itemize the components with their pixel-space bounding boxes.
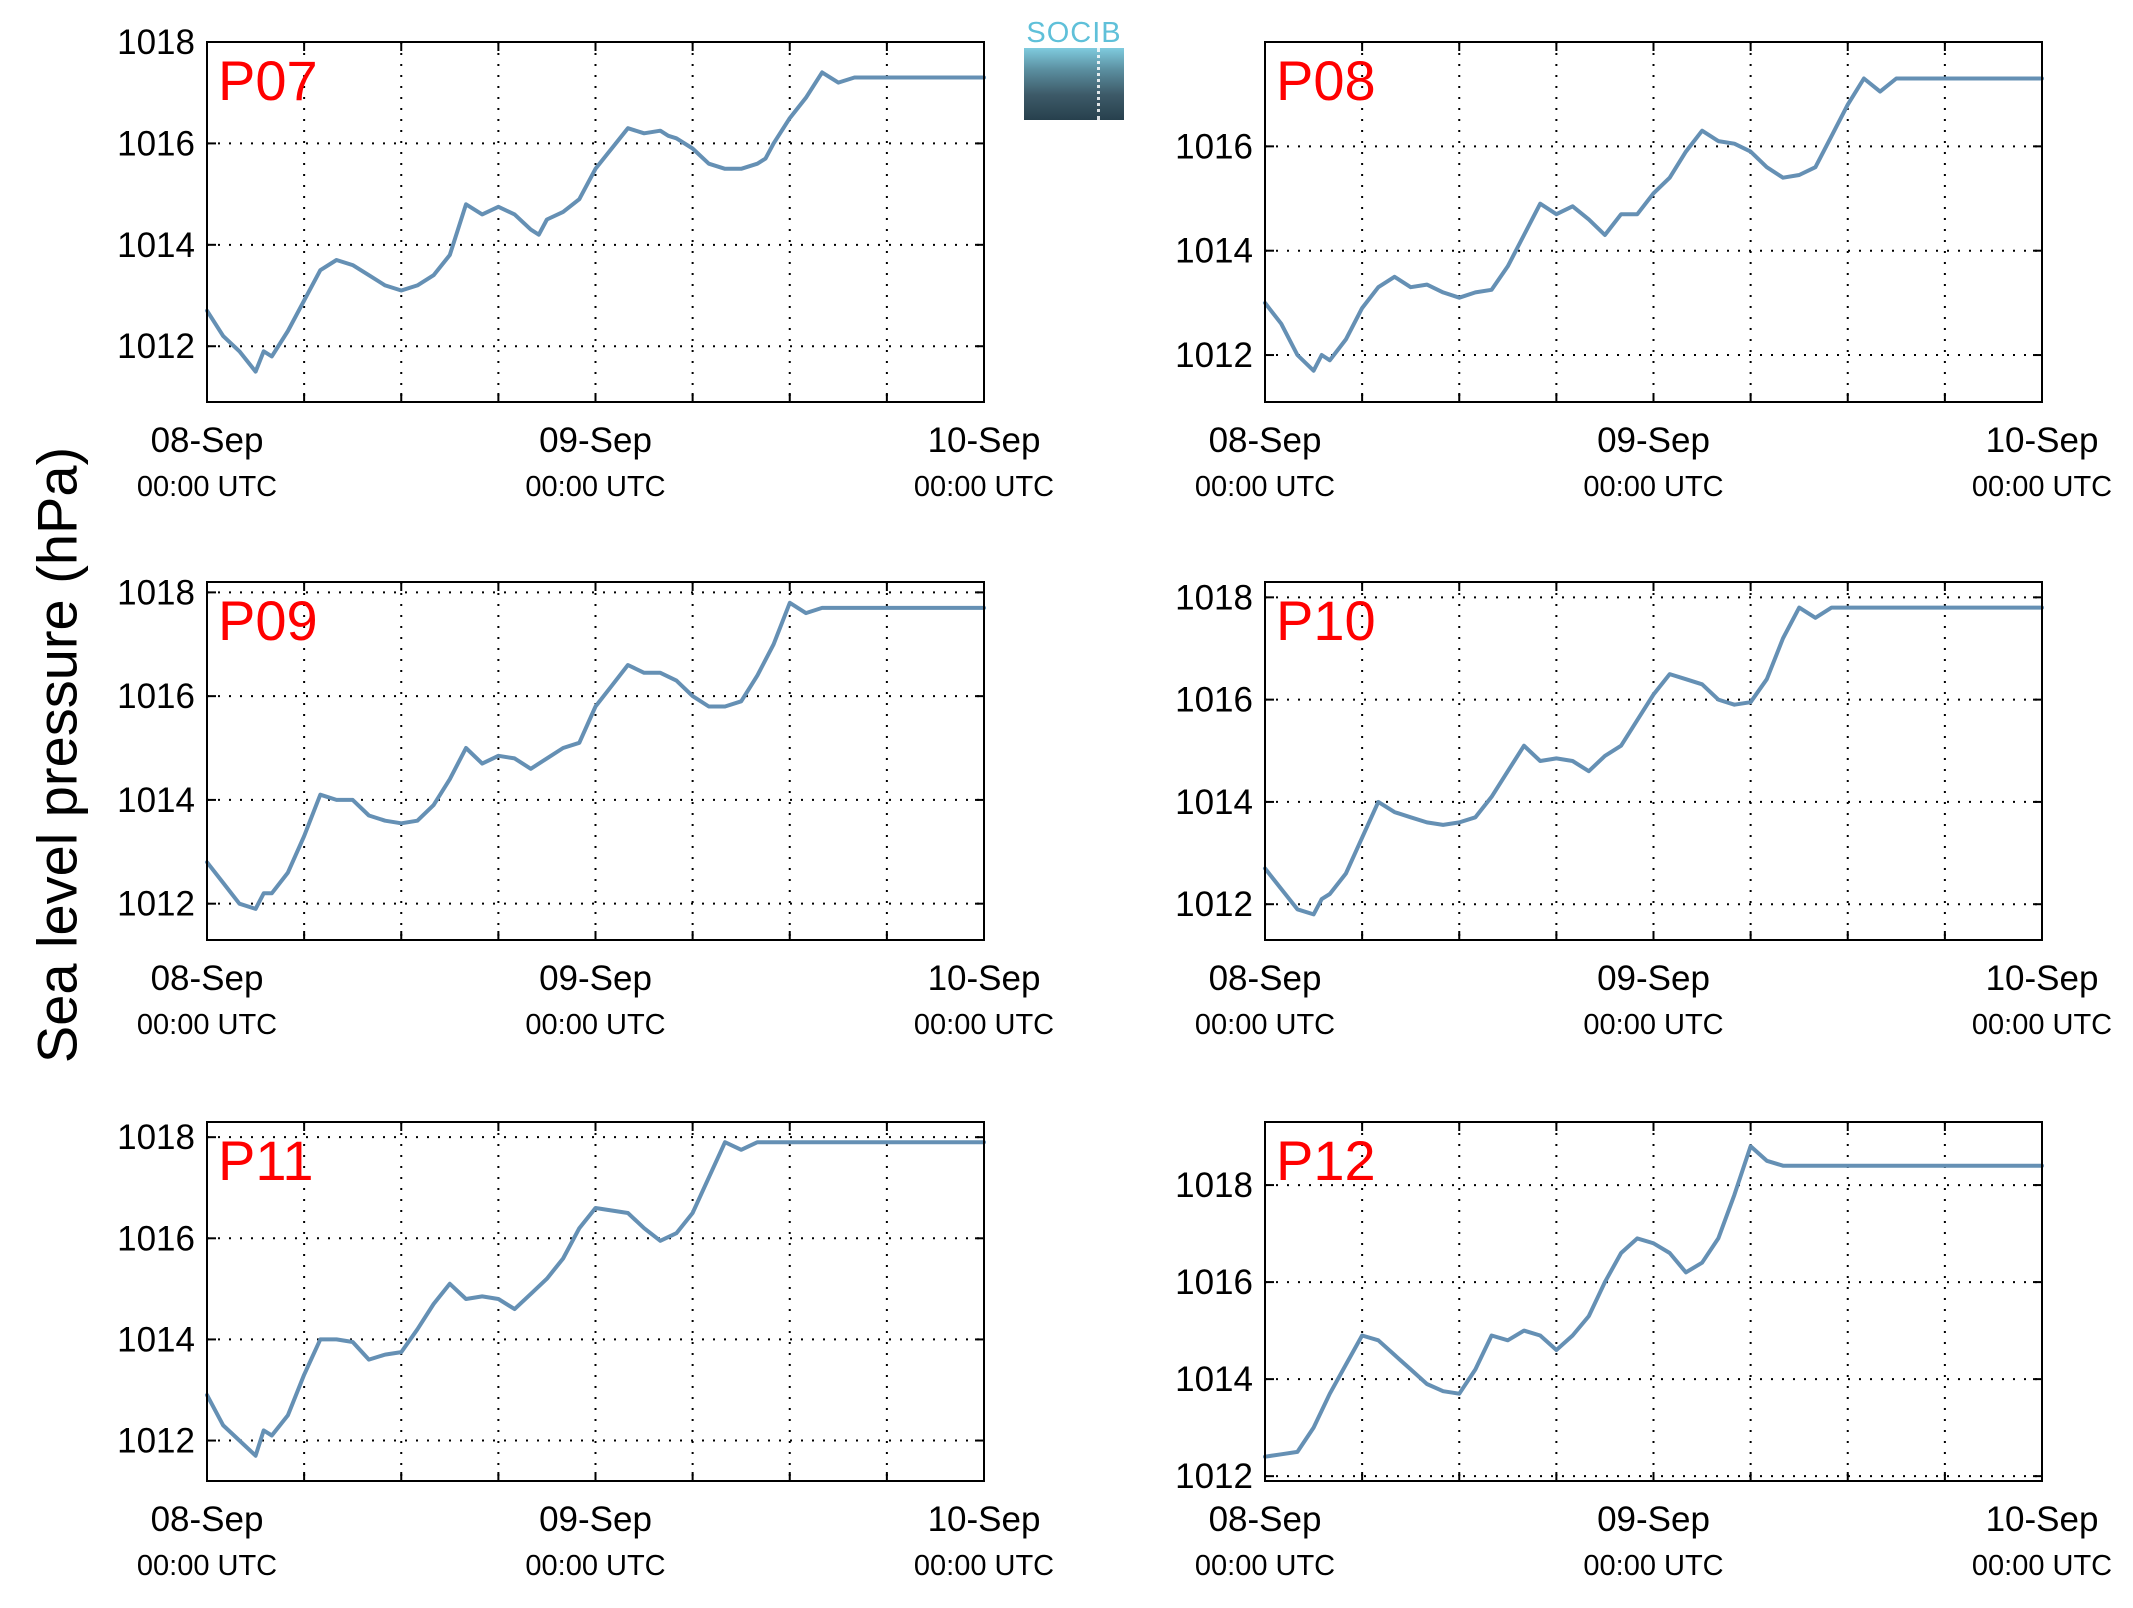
x-tick-sublabel: 00:00 UTC — [1583, 1550, 1723, 1582]
x-tick-sublabel: 00:00 UTC — [1195, 1550, 1335, 1582]
x-tick-sublabel: 00:00 UTC — [1972, 1550, 2112, 1582]
panel-p12: 1012 1014 1016 1018 08-Sep 00:00 UTC 09-Sep 00:… — [1175, 1121, 2112, 1582]
x-tick-label: 10-Sep — [928, 421, 1041, 460]
x-tick-sublabel: 00:00 UTC — [914, 1009, 1054, 1041]
x-tick-label: 10-Sep — [1986, 1500, 2099, 1539]
series-line — [205, 600, 986, 911]
y-tick-label: 1016 — [1175, 681, 1253, 720]
y-tick-label: 1012 — [1175, 1457, 1253, 1496]
y-tick-label: 1014 — [117, 226, 195, 265]
x-tick-sublabel: 00:00 UTC — [1583, 471, 1723, 503]
y-tick-label: 1014 — [117, 781, 195, 820]
y-tick-label: 1016 — [117, 677, 195, 716]
x-tick-label: 09-Sep — [1597, 959, 1710, 998]
x-tick-label: 08-Sep — [151, 421, 264, 460]
y-tick-label: 1014 — [117, 1320, 195, 1359]
series-line — [205, 70, 986, 374]
x-tick-label: 09-Sep — [539, 421, 652, 460]
x-tick-sublabel: 00:00 UTC — [914, 1550, 1054, 1582]
y-tick-label: 1018 — [117, 573, 195, 612]
y-tick-label: 1016 — [117, 124, 195, 163]
x-tick-label: 08-Sep — [1209, 1500, 1322, 1539]
series-line — [1263, 76, 2044, 373]
y-tick-label: 1012 — [117, 327, 195, 366]
x-tick-label: 09-Sep — [539, 959, 652, 998]
x-tick-label: 08-Sep — [1209, 421, 1322, 460]
y-tick-label: 1018 — [117, 1118, 195, 1157]
x-tick-sublabel: 00:00 UTC — [525, 471, 665, 503]
y-tick-label: 1012 — [117, 1422, 195, 1461]
x-tick-sublabel: 00:00 UTC — [1195, 1009, 1335, 1041]
y-tick-label: 1014 — [1175, 232, 1253, 271]
y-tick-label: 1012 — [117, 885, 195, 924]
plot-frame — [1264, 581, 2043, 941]
x-tick-label: 10-Sep — [928, 959, 1041, 998]
x-tick-sublabel: 00:00 UTC — [1972, 1009, 2112, 1041]
panel-label: P08 — [1276, 49, 1376, 112]
y-tick-label: 1012 — [1175, 336, 1253, 375]
panel-p08: 1012 1014 1016 08-Sep 00:00 UTC 09-Sep 00:00 U… — [1175, 41, 2112, 503]
x-tick-sublabel: 00:00 UTC — [525, 1009, 665, 1041]
x-tick-label: 10-Sep — [928, 1500, 1041, 1539]
panel-p09: 1012 1014 1016 1018 08-Sep 00:00 UTC 09-Sep 00:… — [117, 573, 1054, 1041]
y-tick-label: 1016 — [1175, 1263, 1253, 1302]
x-tick-sublabel: 00:00 UTC — [137, 471, 277, 503]
x-tick-sublabel: 00:00 UTC — [914, 471, 1054, 503]
series-line — [1263, 1144, 2044, 1459]
panel-p07: 1012 1014 1016 1018 08-Sep 00:00 UTC 09-Sep 00:… — [117, 23, 1054, 503]
plot-frame — [1264, 41, 2043, 403]
y-tick-label: 1014 — [1175, 1360, 1253, 1399]
y-tick-label: 1012 — [1175, 885, 1253, 924]
x-tick-label: 09-Sep — [1597, 1500, 1710, 1539]
x-tick-label: 10-Sep — [1986, 421, 2099, 460]
y-tick-label: 1016 — [1175, 127, 1253, 166]
y-tick-label: 1018 — [1175, 578, 1253, 617]
socib-logo: SOCIB — [1024, 18, 1124, 120]
plot-frame — [206, 581, 985, 941]
x-tick-sublabel: 00:00 UTC — [525, 1550, 665, 1582]
x-tick-label: 08-Sep — [151, 1500, 264, 1539]
panel-p10: 1012 1014 1016 1018 08-Sep 00:00 UTC 09-Sep 00:… — [1175, 578, 2112, 1041]
panel-p11: 1012 1014 1016 1018 08-Sep 00:00 UTC 09-Sep 00:… — [117, 1118, 1054, 1582]
x-tick-label: 08-Sep — [151, 959, 264, 998]
y-tick-label: 1018 — [117, 23, 195, 62]
socib-logo-image — [1024, 48, 1124, 120]
x-tick-label: 09-Sep — [1597, 421, 1710, 460]
panel-label: P07 — [218, 49, 318, 112]
y-tick-label: 1018 — [1175, 1166, 1253, 1205]
plot-frame — [206, 1121, 985, 1482]
y-tick-label: 1014 — [1175, 783, 1253, 822]
x-tick-label: 08-Sep — [1209, 959, 1322, 998]
series-line — [205, 1140, 986, 1458]
x-tick-sublabel: 00:00 UTC — [1195, 471, 1335, 503]
x-tick-label: 09-Sep — [539, 1500, 652, 1539]
x-tick-sublabel: 00:00 UTC — [1972, 471, 2112, 503]
panel-label: P11 — [218, 1129, 313, 1192]
panel-label: P10 — [1276, 589, 1376, 652]
plot-frame — [1264, 1121, 2043, 1482]
panel-label: P09 — [218, 589, 318, 652]
x-tick-sublabel: 00:00 UTC — [137, 1009, 277, 1041]
x-tick-label: 10-Sep — [1986, 959, 2099, 998]
socib-logo-text: SOCIB — [1026, 17, 1122, 49]
x-tick-sublabel: 00:00 UTC — [137, 1550, 277, 1582]
plot-frame — [206, 41, 985, 403]
x-tick-sublabel: 00:00 UTC — [1583, 1009, 1723, 1041]
y-tick-label: 1016 — [117, 1219, 195, 1258]
series-line — [1263, 605, 2044, 917]
panel-label: P12 — [1276, 1129, 1376, 1192]
